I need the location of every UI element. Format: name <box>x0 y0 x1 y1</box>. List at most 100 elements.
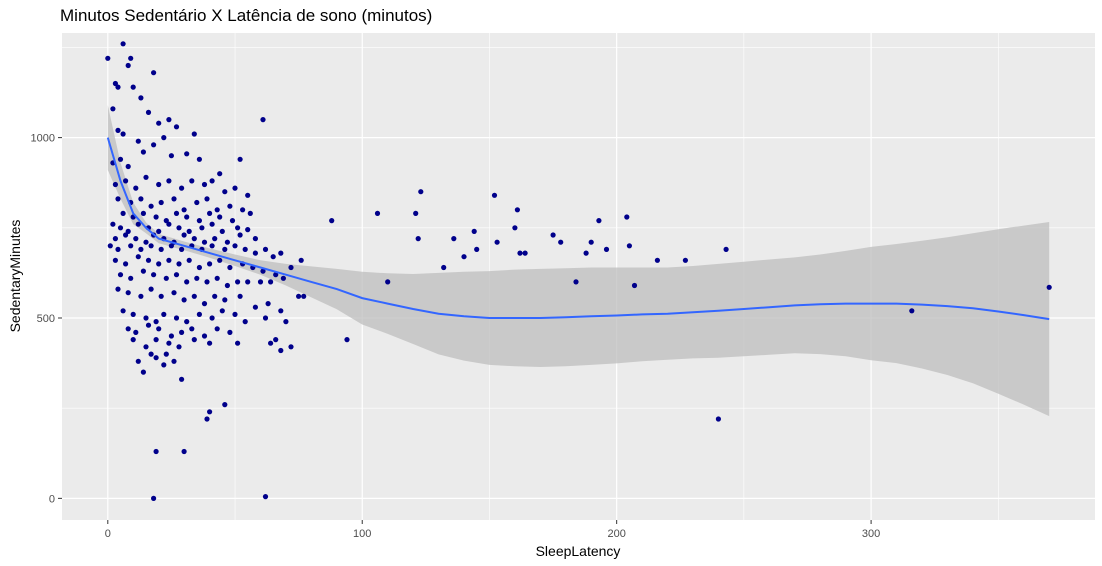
data-point <box>161 362 167 368</box>
data-point <box>161 135 167 141</box>
data-point <box>385 279 391 285</box>
data-point <box>441 264 447 271</box>
data-point <box>115 196 121 202</box>
data-point <box>219 228 225 234</box>
data-point <box>237 156 243 162</box>
data-point <box>173 315 180 321</box>
data-point <box>296 293 302 299</box>
data-point <box>217 257 223 263</box>
data-point <box>624 214 630 220</box>
data-point <box>189 178 195 184</box>
data-point <box>156 261 162 267</box>
data-point <box>207 210 213 216</box>
data-point <box>224 282 230 289</box>
data-point <box>117 225 124 231</box>
data-point <box>209 221 215 227</box>
data-point <box>151 70 157 76</box>
data-point <box>252 304 258 310</box>
data-point <box>201 239 208 245</box>
data-point <box>245 192 251 198</box>
data-point <box>151 272 157 278</box>
data-point <box>166 221 172 227</box>
axes: 0 100 200 300 0 500 1000 <box>31 133 881 540</box>
data-point <box>451 236 457 242</box>
data-point <box>123 232 129 238</box>
data-point <box>120 210 126 216</box>
data-point <box>135 358 141 364</box>
data-point <box>1046 284 1052 290</box>
data-point <box>112 236 118 242</box>
data-point <box>166 178 172 184</box>
data-point <box>214 326 220 332</box>
data-point <box>171 358 177 364</box>
data-point <box>158 293 164 299</box>
data-point <box>494 239 500 245</box>
data-point <box>329 218 335 224</box>
data-point <box>603 246 610 252</box>
data-point <box>125 326 131 332</box>
data-point <box>176 344 182 350</box>
data-point <box>550 232 556 238</box>
data-point <box>140 369 146 375</box>
data-point <box>176 225 182 231</box>
data-point <box>135 138 141 144</box>
data-point <box>278 250 284 256</box>
data-point <box>191 337 197 343</box>
data-point <box>133 185 139 191</box>
data-point <box>107 243 113 249</box>
data-point <box>115 246 121 252</box>
data-point <box>179 376 185 382</box>
data-point <box>199 225 205 231</box>
data-point <box>166 117 172 123</box>
data-point <box>181 448 187 455</box>
data-point <box>283 319 289 325</box>
data-point <box>115 84 121 90</box>
data-point <box>262 315 269 321</box>
data-point <box>143 174 149 180</box>
data-point <box>163 218 169 224</box>
data-point <box>115 286 121 292</box>
data-point <box>583 250 589 256</box>
data-point <box>196 311 202 317</box>
data-point <box>191 236 197 242</box>
data-point <box>115 127 121 133</box>
y-tick-label: 500 <box>37 313 55 325</box>
data-point <box>214 207 220 213</box>
data-point <box>235 340 241 346</box>
data-point <box>184 279 190 285</box>
data-point <box>166 257 172 263</box>
data-point <box>227 264 233 271</box>
data-point <box>140 268 146 274</box>
data-point <box>135 221 141 227</box>
data-point <box>181 232 187 238</box>
data-point <box>512 225 518 231</box>
data-point <box>204 416 210 422</box>
data-point <box>209 243 215 249</box>
data-point <box>166 340 172 346</box>
data-point <box>654 257 661 263</box>
data-point <box>227 329 233 335</box>
data-point <box>125 163 131 170</box>
data-point <box>133 236 139 242</box>
data-point <box>247 210 253 216</box>
data-point <box>138 95 144 101</box>
data-point <box>474 246 480 252</box>
data-point <box>148 243 154 249</box>
data-point <box>344 337 350 343</box>
data-point <box>257 279 264 285</box>
data-point <box>179 329 185 335</box>
data-point <box>173 210 180 216</box>
data-point <box>522 250 528 256</box>
data-point <box>222 189 228 195</box>
confidence-band <box>107 105 1050 417</box>
data-point <box>235 279 241 285</box>
data-point <box>245 279 251 285</box>
data-point <box>288 344 294 350</box>
data-point <box>273 337 279 343</box>
data-point <box>173 272 180 278</box>
data-point <box>415 236 421 242</box>
data-point <box>573 279 579 285</box>
data-point <box>153 319 159 325</box>
data-point <box>196 156 202 162</box>
